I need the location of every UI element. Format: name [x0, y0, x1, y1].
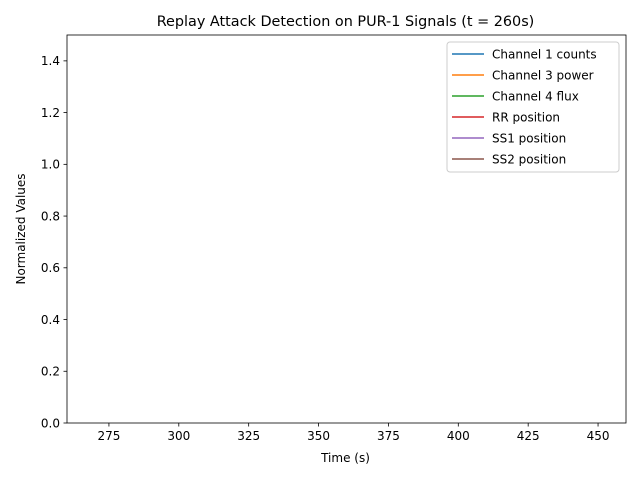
legend-label-1: Channel 1 counts [492, 47, 597, 61]
legend-label-6: SS2 position [492, 152, 566, 166]
legend-label-3: Channel 4 flux [492, 89, 579, 103]
x-tick-label: 425 [517, 429, 540, 443]
y-tick-label: 0.4 [41, 313, 60, 327]
y-tick-label: 0.2 [41, 365, 60, 379]
x-tick-label: 275 [97, 429, 120, 443]
legend-label-2: Channel 3 power [492, 68, 594, 82]
y-tick-label: 1.2 [41, 106, 60, 120]
plot-frame [66, 34, 627, 424]
x-tick-label: 325 [237, 429, 260, 443]
x-axis-ticks: 275 300 325 350 375 400 425 450 [97, 423, 610, 443]
y-tick-label: 0.8 [41, 209, 60, 223]
y-tick-label: 1.0 [41, 158, 60, 172]
y-axis-ticks: 0.0 0.2 0.4 0.6 0.8 1.0 1.2 1.4 [41, 54, 67, 430]
x-tick-label: 350 [307, 429, 330, 443]
x-tick-label: 375 [377, 429, 400, 443]
y-axis-label: Normalized Values [14, 173, 28, 284]
x-axis-label: Time (s) [320, 451, 370, 465]
x-tick-label: 400 [447, 429, 470, 443]
y-tick-label: 0.0 [41, 416, 60, 430]
x-tick-label: 450 [587, 429, 610, 443]
y-tick-label: 1.4 [41, 54, 60, 68]
legend-label-5: SS1 position [492, 131, 566, 145]
x-tick-label: 300 [167, 429, 190, 443]
legend-label-4: RR position [492, 110, 560, 124]
plot-area [66, 34, 627, 424]
chart-title: Replay Attack Detection on PUR-1 Signals… [157, 14, 535, 30]
y-tick-label: 0.6 [41, 261, 60, 275]
legend: Channel 1 counts Channel 3 power Channel 4… [446, 41, 620, 173]
legend-box [446, 41, 620, 173]
